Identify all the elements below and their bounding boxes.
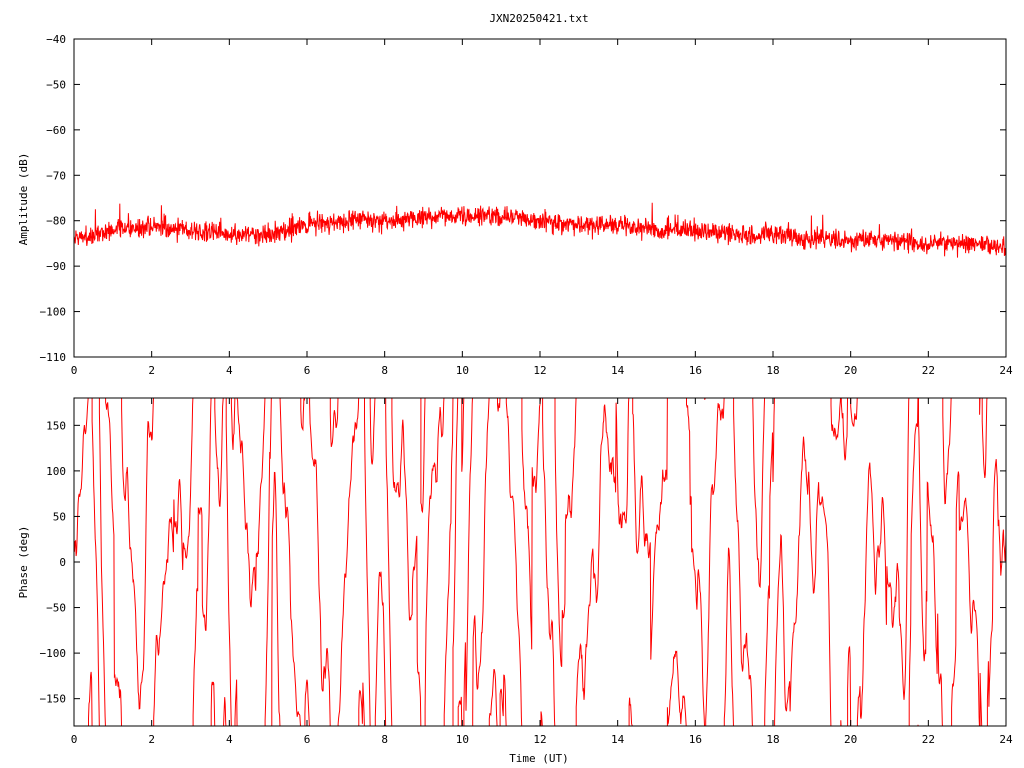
amplitude-y-tick-label: −90 (46, 260, 66, 273)
phase-y-tick-label: 100 (46, 465, 66, 478)
phase-x-tick-label: 8 (381, 733, 388, 746)
amplitude-y-tick-label: −60 (46, 124, 66, 137)
phase-x-tick-label: 12 (533, 733, 546, 746)
phase-y-tick-label: −50 (46, 602, 66, 615)
amplitude-x-tick-label: 6 (304, 364, 311, 377)
amplitude-y-tick-label: −80 (46, 215, 66, 228)
amplitude-x-tick-label: 10 (456, 364, 469, 377)
phase-series-line (74, 398, 1006, 726)
chart-title: JXN20250421.txt (489, 12, 588, 25)
phase-x-tick-label: 24 (999, 733, 1013, 746)
phase-y-axis-label: Phase (deg) (17, 526, 30, 599)
phase-x-tick-label: 22 (922, 733, 935, 746)
amplitude-x-tick-label: 0 (71, 364, 78, 377)
phase-y-tick-label: 150 (46, 419, 66, 432)
time-x-axis-label: Time (UT) (509, 752, 569, 765)
amplitude-x-tick-label: 4 (226, 364, 233, 377)
amplitude-y-tick-label: −110 (40, 351, 67, 364)
phase-y-tick-label: −100 (40, 647, 67, 660)
amplitude-panel: 0 2 4 6 8 10 12 14 16 18 20 22 24−40−50−60−70−80−90−… (40, 33, 1013, 377)
amplitude-x-tick-label: 22 (922, 364, 935, 377)
phase-y-tick-label: 0 (59, 556, 66, 569)
amplitude-x-tick-label: 8 (381, 364, 388, 377)
amplitude-x-tick-label: 16 (689, 364, 702, 377)
amplitude-series-line (74, 202, 1006, 258)
amplitude-x-tick-label: 14 (611, 364, 625, 377)
phase-x-tick-label: 16 (689, 733, 702, 746)
amplitude-x-tick-label: 24 (999, 364, 1013, 377)
phase-panel: 0 2 4 6 8 10 12 14 16 18 20 22 24150100500−50−100−15… (40, 397, 1013, 746)
phase-x-tick-label: 4 (226, 733, 233, 746)
amplitude-y-tick-label: −100 (40, 306, 67, 319)
phase-y-tick-label: 50 (53, 510, 66, 523)
phase-x-tick-label: 10 (456, 733, 469, 746)
amplitude-plot-frame (73, 38, 1007, 358)
amplitude-x-tick-label: 2 (148, 364, 155, 377)
phase-y-tick-label: −150 (40, 693, 67, 706)
phase-x-tick-label: 6 (304, 733, 311, 746)
phase-x-tick-label: 20 (844, 733, 857, 746)
phase-x-tick-label: 18 (766, 733, 779, 746)
phase-x-tick-label: 14 (611, 733, 625, 746)
amplitude-x-tick-label: 18 (766, 364, 779, 377)
phase-x-tick-label: 0 (71, 733, 78, 746)
amplitude-x-tick-label: 12 (533, 364, 546, 377)
amplitude-y-tick-label: −50 (46, 78, 66, 91)
phase-x-tick-label: 2 (148, 733, 155, 746)
amplitude-y-axis-label: Amplitude (dB) (17, 153, 30, 246)
amplitude-x-tick-label: 20 (844, 364, 857, 377)
amplitude-y-tick-label: −70 (46, 169, 66, 182)
amplitude-y-tick-label: −40 (46, 33, 66, 46)
